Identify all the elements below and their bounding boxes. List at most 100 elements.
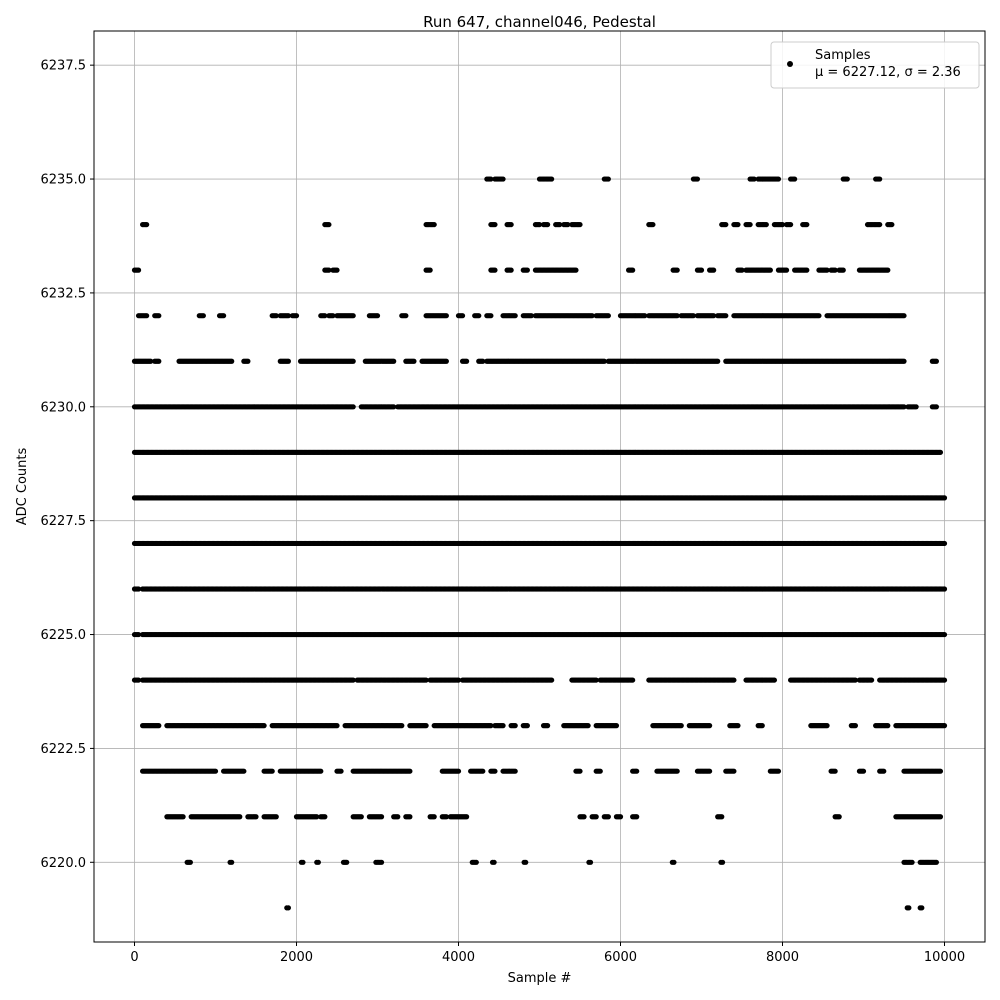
data-point	[407, 768, 413, 774]
data-point	[423, 677, 429, 683]
data-point	[464, 814, 470, 820]
data-point	[407, 814, 413, 820]
data-point	[455, 677, 462, 683]
data-point	[919, 905, 925, 911]
data-point	[314, 814, 320, 820]
data-point	[937, 814, 944, 820]
data-point	[731, 768, 737, 774]
data-point	[881, 768, 887, 774]
data-point	[253, 814, 259, 820]
data-point	[473, 859, 479, 865]
data-point	[300, 859, 306, 865]
data-point	[491, 859, 497, 865]
data-point	[707, 768, 713, 774]
data-point	[634, 768, 640, 774]
data-point	[492, 768, 498, 774]
data-point	[593, 814, 599, 820]
data-point	[759, 723, 765, 729]
data-point	[350, 404, 356, 410]
data-point	[334, 723, 340, 729]
data-point	[273, 814, 279, 820]
data-point	[549, 677, 555, 683]
data-point	[512, 768, 518, 774]
data-point	[391, 404, 397, 410]
data-point	[937, 768, 944, 774]
data-point	[523, 859, 529, 865]
data-point	[135, 586, 142, 592]
data-point	[617, 814, 624, 820]
data-point	[630, 677, 636, 683]
data-point	[350, 677, 356, 683]
data-point	[269, 768, 275, 774]
data-point	[512, 723, 518, 729]
data-point	[480, 768, 486, 774]
data-point	[678, 723, 684, 729]
data-point	[455, 768, 462, 774]
data-point	[731, 677, 737, 683]
data-point	[909, 859, 915, 865]
data-point	[869, 677, 875, 683]
data-point	[719, 814, 725, 820]
data-point	[180, 814, 186, 820]
data-point	[344, 859, 350, 865]
data-point	[852, 723, 859, 729]
data-point	[135, 677, 142, 683]
data-point	[378, 859, 385, 865]
data-point	[941, 723, 948, 729]
data-point	[431, 814, 437, 820]
data-point	[719, 859, 726, 865]
data-point	[941, 495, 948, 501]
data-point	[597, 768, 603, 774]
data-point	[237, 814, 243, 820]
data-point	[634, 814, 640, 820]
data-point	[338, 768, 344, 774]
data-point	[613, 723, 620, 729]
data-point	[577, 768, 583, 774]
data-point	[585, 723, 591, 729]
data-point	[671, 859, 677, 865]
data-point	[322, 814, 328, 820]
data-point	[941, 540, 948, 547]
data-point	[593, 677, 599, 683]
data-point	[941, 586, 948, 592]
data-point	[832, 768, 838, 774]
data-point	[581, 814, 587, 820]
data-points	[131, 176, 948, 911]
data-point	[156, 723, 162, 729]
data-point	[674, 768, 680, 774]
data-point	[587, 859, 594, 865]
data-point	[860, 768, 867, 774]
data-point	[941, 631, 948, 638]
data-point	[771, 677, 778, 683]
data-point	[933, 859, 940, 865]
data-point	[852, 677, 859, 683]
data-point	[378, 814, 385, 820]
data-point	[524, 723, 530, 729]
data-point	[187, 859, 193, 865]
data-point	[824, 723, 830, 729]
data-point	[500, 723, 506, 729]
data-point	[941, 677, 948, 683]
data-point	[735, 723, 741, 729]
data-point	[261, 723, 267, 729]
data-point	[488, 723, 494, 729]
data-point	[605, 814, 611, 820]
data-point	[937, 449, 944, 455]
data-point	[399, 723, 405, 729]
data-point	[906, 905, 912, 911]
data-point	[315, 859, 321, 865]
data-point	[358, 814, 364, 820]
data-point	[423, 723, 429, 729]
data-point	[241, 768, 247, 774]
data-point	[229, 859, 235, 865]
data-point	[285, 905, 291, 911]
data-point	[707, 723, 713, 729]
data-point	[836, 814, 842, 820]
data-point	[395, 814, 401, 820]
data-point	[135, 631, 142, 638]
data-point	[545, 723, 551, 729]
data-point	[212, 768, 219, 774]
data-point	[318, 768, 324, 774]
data-point	[885, 723, 891, 729]
